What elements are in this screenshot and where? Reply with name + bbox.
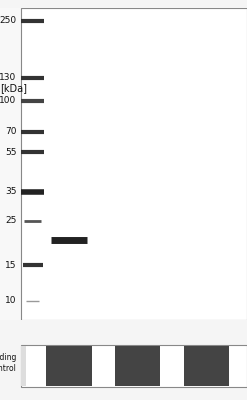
Text: 250: 250 <box>0 16 16 25</box>
Text: 100%: 100% <box>57 345 81 354</box>
Text: 70: 70 <box>5 127 16 136</box>
Text: 55: 55 <box>5 148 16 157</box>
Bar <box>21 345 247 387</box>
Text: Loading
Control: Loading Control <box>0 353 16 374</box>
Text: 130: 130 <box>0 73 16 82</box>
Text: 15: 15 <box>5 261 16 270</box>
Bar <box>115 346 161 386</box>
Text: 7%: 7% <box>131 345 144 354</box>
Text: 4%: 4% <box>200 345 213 354</box>
Text: [kDa]: [kDa] <box>0 83 27 93</box>
Text: 35: 35 <box>5 187 16 196</box>
Bar <box>184 346 229 386</box>
Text: 10: 10 <box>5 296 16 305</box>
Text: 25: 25 <box>5 216 16 226</box>
Text: 100: 100 <box>0 96 16 105</box>
Bar <box>21 346 26 386</box>
Bar <box>46 346 92 386</box>
